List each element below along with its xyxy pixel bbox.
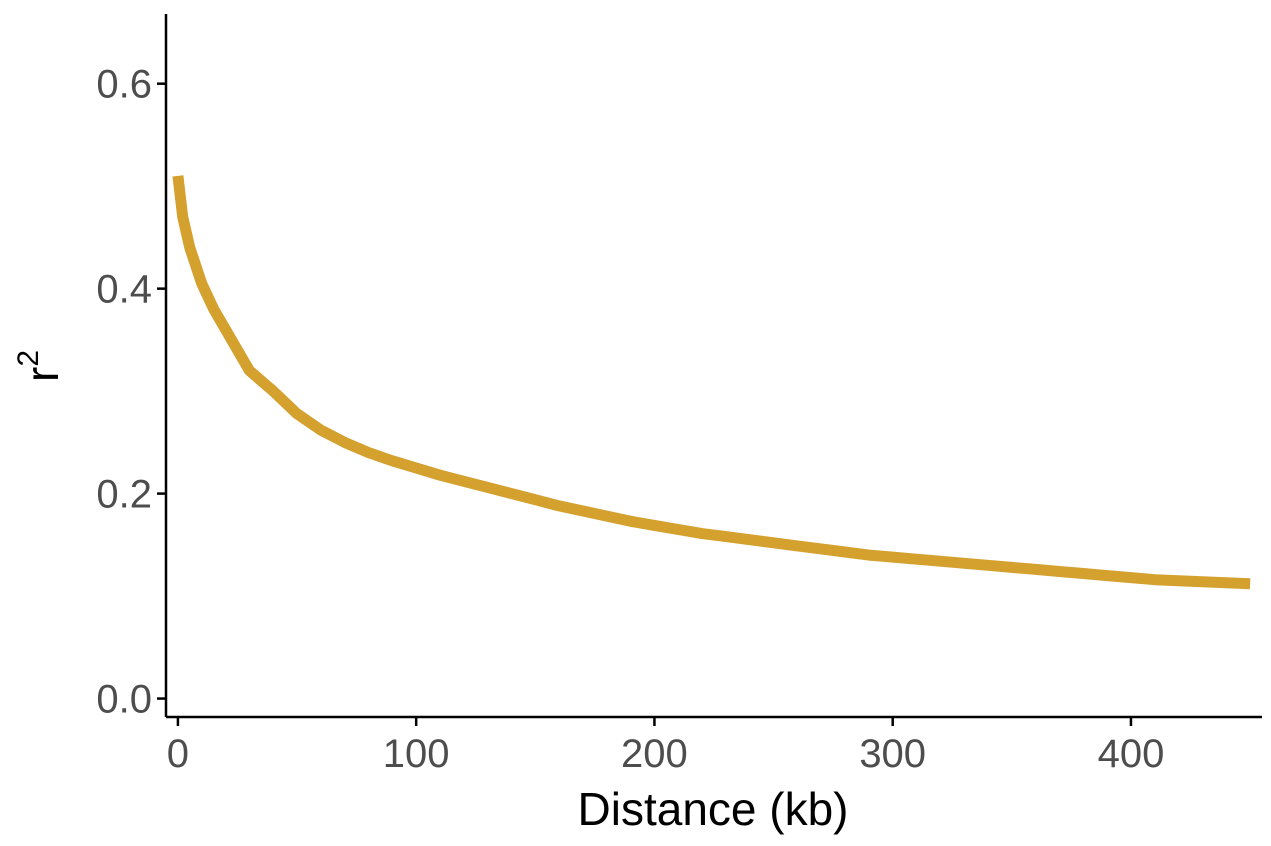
x-tick-label: 400 bbox=[1098, 732, 1165, 776]
y-tick-label: 0.2 bbox=[96, 473, 152, 517]
y-tick-label: 0.0 bbox=[96, 678, 152, 722]
x-tick-label: 0 bbox=[167, 732, 189, 776]
series-layer bbox=[172, 175, 1251, 590]
series-line-0 bbox=[172, 175, 1251, 590]
x-axis-title: Distance (kb) bbox=[578, 783, 849, 835]
y-axis-title-base: r bbox=[16, 367, 68, 382]
x-tick-label: 200 bbox=[621, 732, 688, 776]
svg-text:r2: r2 bbox=[12, 350, 68, 382]
y-tick-label: 0.4 bbox=[96, 268, 152, 312]
y-ticks: 0.0 0.2 0.4 0.6 bbox=[96, 63, 166, 722]
x-ticks: 0 100 200 300 400 bbox=[167, 717, 1165, 776]
y-axis-title-superscript: 2 bbox=[12, 350, 45, 367]
y-axis-title: r2 bbox=[12, 350, 68, 382]
x-tick-label: 100 bbox=[383, 732, 450, 776]
y-tick-label: 0.6 bbox=[96, 63, 152, 107]
x-tick-label: 300 bbox=[859, 732, 926, 776]
